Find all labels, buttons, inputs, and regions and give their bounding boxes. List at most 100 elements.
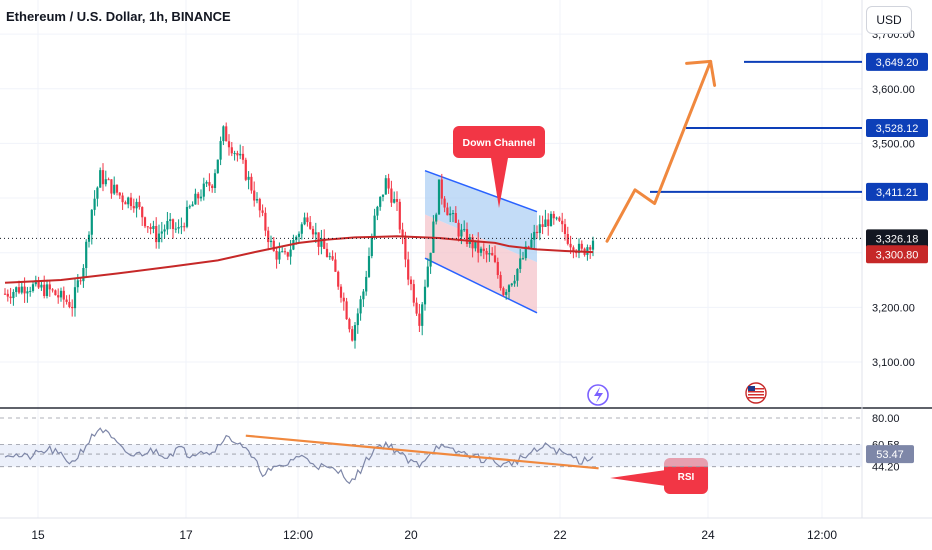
candle-body <box>166 220 169 230</box>
candle-body <box>303 217 306 225</box>
candle-body <box>79 280 82 282</box>
candle-body <box>124 202 127 205</box>
candle-body <box>9 296 12 299</box>
candle-body <box>174 228 177 230</box>
candle-body <box>199 196 203 199</box>
candle-body <box>208 182 211 186</box>
candle-body <box>409 279 413 285</box>
us-flag-icon[interactable] <box>745 382 767 404</box>
candle-body <box>387 178 390 189</box>
candle-body <box>40 284 43 288</box>
candle-body <box>127 197 130 205</box>
candle-body <box>555 217 558 219</box>
candle-body <box>255 199 259 201</box>
flag-stripe <box>748 397 764 399</box>
candle-body <box>205 182 208 184</box>
candle-body <box>496 261 499 276</box>
callout-pointer <box>610 470 666 486</box>
candle-body <box>491 252 494 256</box>
candle-body <box>211 185 214 189</box>
rsi-value-tag <box>866 445 914 464</box>
candle-body <box>297 233 301 237</box>
candle-body <box>337 271 340 287</box>
rsi-axis-tick: 44.20 <box>872 462 900 474</box>
candle-body <box>227 141 231 148</box>
rsi-band <box>0 444 862 467</box>
candle-body <box>101 170 105 185</box>
candle-body <box>163 229 166 232</box>
candle-body <box>356 313 359 326</box>
candle-body <box>278 251 281 260</box>
candle-body <box>121 195 124 203</box>
candle-body <box>96 187 99 199</box>
time-axis-tick: 15 <box>31 528 45 542</box>
candle-body <box>3 293 7 295</box>
candle-body <box>87 234 91 242</box>
candle-body <box>390 188 393 203</box>
candle-body <box>437 179 441 215</box>
candle-body <box>435 214 438 222</box>
candle-body <box>449 213 452 216</box>
candle-body <box>311 228 315 235</box>
candle-body <box>62 290 65 300</box>
candle-body <box>250 176 253 191</box>
candle-body <box>463 229 466 231</box>
candle-body <box>99 170 102 188</box>
candle-body <box>465 229 469 245</box>
candle-body <box>367 256 371 277</box>
candle-body <box>286 252 289 257</box>
candle-body <box>325 248 329 257</box>
rsi-label: RSI <box>678 472 695 483</box>
channel-upper-line <box>424 170 538 213</box>
candle-body <box>407 259 410 280</box>
economic-events-icon[interactable] <box>587 384 609 406</box>
candle-body <box>379 196 382 207</box>
candle-body <box>541 224 544 227</box>
candle-body <box>418 313 421 326</box>
candle-body <box>398 201 401 230</box>
candle-body <box>222 126 225 142</box>
candle-body <box>51 289 54 291</box>
level-price-tag <box>866 182 928 201</box>
currency-button[interactable]: USD <box>866 6 912 34</box>
rsi-value-label: 53.47 <box>876 449 904 461</box>
candle-body <box>348 319 351 330</box>
candle-body <box>563 224 567 235</box>
candle-body <box>471 237 474 249</box>
candle-body <box>544 219 547 227</box>
candle-body <box>569 243 572 248</box>
flag-stripe <box>748 394 764 396</box>
candle-body <box>493 255 497 262</box>
level-price-tag <box>866 119 928 138</box>
candle-body <box>300 224 303 234</box>
candle-body <box>76 280 79 288</box>
candle-body <box>202 183 205 197</box>
candle-body <box>353 325 357 341</box>
candle-body <box>488 252 491 255</box>
time-axis-tick: 17 <box>179 528 193 542</box>
candle-body <box>524 246 527 259</box>
candle-body <box>283 251 287 253</box>
flag-stripe <box>748 391 764 393</box>
candle-body <box>107 179 110 181</box>
candle-body <box>82 267 85 282</box>
candle-body <box>45 284 49 297</box>
candle-body <box>152 225 155 230</box>
candle-body <box>395 199 399 202</box>
candle-body <box>31 284 35 291</box>
candle-body <box>547 219 550 227</box>
candle-body <box>446 207 449 216</box>
candle-body <box>561 220 564 225</box>
candle-body <box>507 285 511 292</box>
candle-body <box>20 286 23 293</box>
candle-body <box>194 193 197 205</box>
candle-body <box>533 231 536 240</box>
candle-body <box>247 176 250 180</box>
lightning-icon <box>594 387 603 403</box>
candle-body <box>138 201 141 208</box>
candle-body <box>566 234 569 244</box>
candle-body <box>440 179 443 199</box>
candle-body <box>132 206 135 209</box>
candle-body <box>225 126 228 142</box>
